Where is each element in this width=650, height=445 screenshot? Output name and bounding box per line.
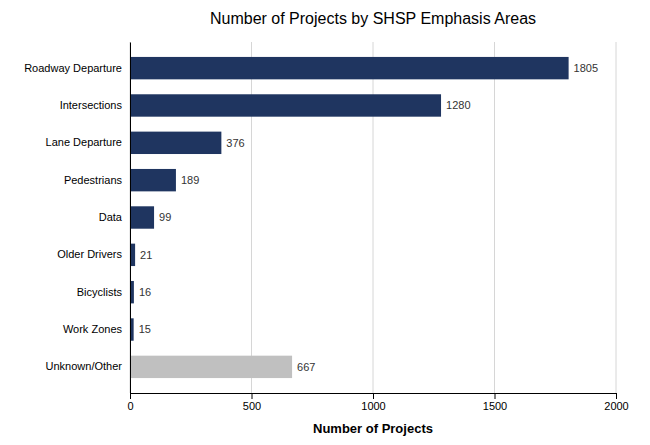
tick-label: Pedestrians (64, 174, 123, 186)
data-labels: 1805 1280 376 189 99 21 16 15 667 (139, 62, 598, 373)
tick: Roadway Departure (24, 62, 130, 74)
grid-line (494, 42, 495, 393)
tick: Pedestrians (64, 174, 130, 186)
y-axis: Roadway Departure Intersections Lane Depar… (24, 43, 130, 394)
x-axis-title: Number of Projects (313, 421, 433, 436)
tick-label: 1500 (483, 400, 507, 412)
tick: Older Drivers (57, 248, 130, 260)
bar (130, 356, 292, 378)
data-label: 15 (139, 323, 151, 335)
tick: 1000 (361, 393, 385, 412)
tick-label: Older Drivers (57, 248, 122, 260)
data-label: 667 (297, 361, 315, 373)
plot-area: 1805 1280 376 189 99 21 16 15 667 0 500 1000 1500 200… (24, 42, 629, 412)
tick-label: 1000 (361, 400, 385, 412)
bar (130, 206, 154, 228)
tick-label: Intersections (60, 99, 123, 111)
x-axis: 0 500 1000 1500 2000 (127, 393, 628, 412)
tick: Intersections (60, 99, 130, 111)
data-label: 1805 (574, 62, 598, 74)
tick-mark (373, 393, 374, 399)
chart: 1805 1280 376 189 99 21 16 15 667 0 500 1000 1500 200… (0, 0, 650, 445)
data-label: 376 (226, 137, 244, 149)
tick-label: Work Zones (63, 323, 123, 335)
tick: Data (99, 211, 130, 223)
data-label: 16 (139, 286, 151, 298)
tick: Unknown/Other (46, 360, 130, 372)
axis-line (131, 394, 617, 400)
tick: Lane Departure (46, 136, 130, 148)
bar (130, 169, 176, 191)
grid-line (130, 42, 131, 393)
grid (130, 42, 616, 393)
bar (130, 57, 569, 79)
bar (130, 132, 221, 154)
tick-mark (252, 393, 253, 399)
data-label: 189 (181, 174, 199, 186)
tick-label: Data (99, 211, 123, 223)
tick: Bicyclists (77, 286, 130, 298)
tick-mark (616, 393, 617, 399)
tick-label: Lane Departure (46, 136, 122, 148)
tick-label: 2000 (604, 400, 628, 412)
tick-label: 500 (243, 400, 261, 412)
data-label: 99 (159, 211, 171, 223)
tick-mark (495, 393, 496, 399)
data-label: 21 (140, 249, 152, 261)
tick-label: Unknown/Other (46, 360, 123, 372)
bar (130, 94, 441, 116)
data-label: 1280 (446, 99, 470, 111)
axis-line (130, 43, 131, 394)
tick: 2000 (604, 393, 628, 412)
tick-label: Roadway Departure (24, 62, 122, 74)
tick: Work Zones (63, 323, 130, 335)
title: Number of Projects by SHSP Emphasis Area… (210, 10, 536, 27)
tick-label: 0 (127, 400, 133, 412)
tick-label: Bicyclists (77, 286, 123, 298)
tick: 1500 (483, 393, 507, 412)
tick: 0 (127, 393, 133, 412)
grid-line (616, 42, 617, 393)
bars (130, 57, 569, 378)
tick-mark (130, 393, 131, 399)
tick: 500 (243, 393, 261, 412)
